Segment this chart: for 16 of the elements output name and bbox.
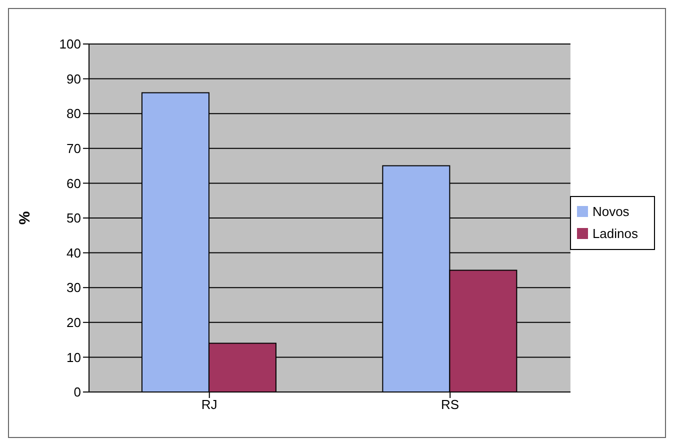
y-tick-label: 90 [66, 71, 81, 86]
y-tick-label: 20 [66, 315, 81, 330]
y-tick-label: 0 [74, 384, 81, 400]
y-tick-label: 70 [66, 141, 81, 156]
legend-label: Novos [592, 204, 630, 219]
y-tick-label: 60 [66, 176, 81, 191]
legend-label: Ladinos [592, 226, 638, 241]
y-tick-label: 50 [66, 210, 81, 226]
x-tick-label: RJ [201, 397, 218, 412]
y-tick-label: 10 [66, 350, 81, 365]
y-axis-title: % [16, 211, 34, 225]
y-tick-label: 40 [66, 245, 81, 260]
y-tick-label: 100 [59, 36, 81, 52]
y-tick-label: 80 [66, 106, 81, 122]
y-tick-label: 30 [66, 280, 81, 296]
x-tick-label: RS [441, 397, 460, 412]
